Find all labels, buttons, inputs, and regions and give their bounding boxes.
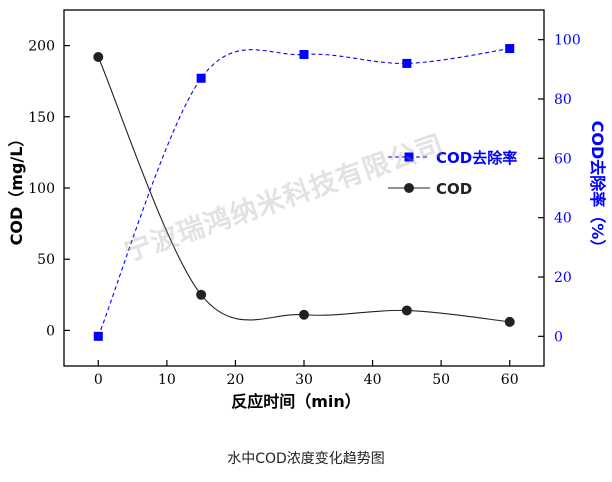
right-tick-label: 80: [554, 92, 572, 108]
x-tick-label: 0: [94, 372, 103, 388]
right-tick-label: 40: [554, 211, 572, 227]
data-point-cod: [299, 309, 309, 320]
data-point-cod: [401, 305, 412, 316]
data-point-removal-rate: [196, 73, 206, 83]
legend-marker-removal-rate: [404, 152, 414, 162]
data-point-cod: [93, 51, 104, 62]
y-axis-right-label: COD去除率（%）: [588, 121, 607, 256]
data-point-removal-rate: [299, 50, 309, 59]
right-tick-label: 0: [554, 329, 563, 345]
x-tick-label: 20: [227, 372, 245, 388]
legend: COD去除率 COD: [388, 149, 517, 198]
right-tick-label: 100: [554, 33, 581, 49]
x-tick-label: 60: [501, 372, 519, 388]
series-line-cod: [97, 56, 510, 323]
y-axis-left-label: COD（mg/L）: [7, 131, 26, 246]
left-tick-label: 50: [37, 252, 55, 268]
data-point-removal-rate: [93, 331, 103, 341]
right-axis-ticks: 0 20 40 60 80 100: [538, 33, 581, 345]
x-tick-label: 50: [432, 372, 450, 388]
left-tick-label: 0: [46, 323, 55, 339]
data-point-removal-rate: [402, 58, 412, 68]
right-tick-label: 20: [554, 270, 572, 286]
right-tick-label: 60: [554, 151, 572, 167]
x-axis-ticks: 0 10 20 30 40 50 60: [94, 360, 519, 388]
data-point-removal-rate: [505, 44, 515, 54]
x-tick-label: 40: [364, 372, 382, 388]
legend-marker-cod: [404, 183, 414, 193]
series-line-removal-rate: [97, 48, 510, 337]
legend-label-removal-rate: COD去除率: [436, 149, 517, 167]
left-tick-label: 100: [28, 181, 55, 197]
legend-label-cod: COD: [436, 180, 472, 198]
x-axis-label: 反应时间（min）: [231, 392, 361, 411]
left-tick-label: 200: [28, 39, 55, 55]
series-layer: [93, 44, 515, 341]
x-tick-label: 30: [295, 372, 313, 388]
left-tick-label: 150: [28, 110, 55, 126]
left-axis-ticks: 0 50 100 150 200: [28, 39, 70, 339]
x-tick-label: 10: [158, 372, 176, 388]
figure-caption: 水中COD浓度变化趋势图: [227, 451, 385, 467]
data-point-cod: [196, 289, 207, 300]
data-point-cod: [504, 316, 515, 327]
